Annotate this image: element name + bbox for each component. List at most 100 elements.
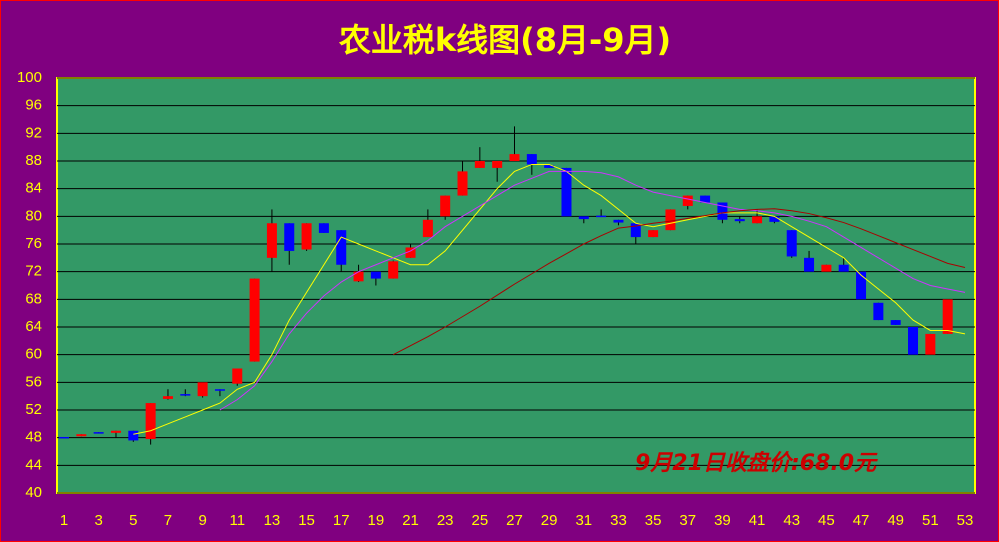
- candle-body: [578, 216, 589, 220]
- candle-body: [492, 161, 503, 168]
- candle-body: [318, 223, 329, 233]
- candle-body: [925, 333, 936, 355]
- candle-body: [700, 195, 711, 203]
- x-tick-label: 13: [264, 512, 281, 529]
- moving-average-line: [219, 170, 966, 411]
- candle-body: [353, 271, 364, 282]
- moving-average-line: [133, 163, 966, 435]
- candle-body: [873, 302, 884, 321]
- candle-body: [596, 215, 607, 218]
- candle-body: [59, 436, 69, 439]
- x-tick-label: 9: [198, 512, 206, 529]
- candle-body: [682, 195, 693, 206]
- annotation: 9月21日收盘价:68.0元: [635, 450, 878, 476]
- x-tick-label: 25: [472, 512, 489, 529]
- candle-body: [752, 216, 763, 224]
- candle-body: [214, 389, 225, 391]
- x-tick-label: 49: [887, 512, 904, 529]
- x-tick-label: 47: [853, 512, 870, 529]
- x-tick-label: 3: [94, 512, 102, 529]
- candle-body: [110, 430, 121, 433]
- candle-body: [128, 430, 139, 441]
- x-tick-label: 19: [368, 512, 385, 529]
- candle-body: [301, 223, 312, 250]
- y-tick-label: 60: [25, 346, 42, 363]
- candle-body: [838, 264, 849, 272]
- y-tick-label: 48: [25, 429, 42, 446]
- candle-body: [76, 434, 87, 437]
- y-tick-label: 76: [25, 235, 42, 252]
- candle-body: [162, 396, 173, 399]
- candle-body: [405, 247, 416, 258]
- y-tick-label: 52: [25, 401, 42, 418]
- candle-body: [561, 167, 572, 217]
- candle-body: [388, 261, 399, 279]
- x-tick-label: 15: [298, 512, 315, 529]
- x-tick-label: 5: [129, 512, 137, 529]
- candle-body: [526, 154, 537, 165]
- x-tick-label: 33: [610, 512, 627, 529]
- x-tick-label: 29: [541, 512, 558, 529]
- x-tick-label: 17: [333, 512, 350, 529]
- x-tick-label: 27: [506, 512, 523, 529]
- candle-body: [457, 171, 468, 196]
- x-tick-label: 23: [437, 512, 454, 529]
- plot-area: [56, 77, 976, 494]
- y-tick-label: 40: [25, 484, 42, 501]
- candle-body: [908, 327, 919, 355]
- candle-body: [197, 382, 208, 397]
- y-tick-label: 64: [25, 318, 42, 335]
- candle-body: [821, 264, 832, 272]
- x-tick-label: 35: [645, 512, 662, 529]
- y-tick-label: 96: [25, 97, 42, 114]
- candle-body: [284, 223, 295, 251]
- candle-body: [370, 271, 381, 279]
- candle-body: [474, 161, 485, 168]
- candle-body: [890, 320, 901, 325]
- candle-body: [665, 209, 676, 231]
- x-tick-label: 53: [957, 512, 974, 529]
- chart-title: 农业税k线图(8月-9月): [339, 21, 671, 59]
- candle-body: [266, 223, 277, 258]
- candle-body: [769, 216, 780, 222]
- candle-body: [249, 278, 260, 362]
- y-tick-label: 92: [25, 124, 42, 141]
- candle-body: [180, 394, 191, 396]
- candle-body: [613, 219, 624, 223]
- candle-body: [440, 195, 451, 217]
- candle-body: [717, 202, 728, 220]
- y-tick-label: 84: [25, 180, 42, 197]
- y-tick-label: 68: [25, 290, 42, 307]
- candle-body: [544, 165, 555, 168]
- x-tick-label: 31: [575, 512, 592, 529]
- candle-body: [804, 257, 815, 272]
- x-tick-label: 41: [749, 512, 766, 529]
- x-tick-label: 37: [679, 512, 696, 529]
- x-tick-label: 45: [818, 512, 835, 529]
- candle-body: [942, 299, 953, 334]
- candle-body: [232, 368, 243, 384]
- x-tick-label: 39: [714, 512, 731, 529]
- candle-body: [786, 230, 797, 257]
- candle-body: [422, 219, 433, 238]
- x-tick-label: 21: [402, 512, 419, 529]
- moving-average-line: [392, 208, 966, 356]
- y-tick-label: 72: [25, 263, 42, 280]
- y-tick-label: 56: [25, 373, 42, 390]
- x-tick-label: 43: [783, 512, 800, 529]
- x-tick-label: 11: [229, 512, 245, 529]
- y-tick-label: 44: [25, 456, 42, 473]
- x-tick-label: 7: [164, 512, 172, 529]
- y-tick-label: 80: [25, 207, 42, 224]
- y-tick-label: 88: [25, 152, 42, 169]
- candle-body: [630, 223, 641, 238]
- candle-body: [856, 271, 867, 300]
- candle-body: [648, 230, 659, 238]
- candle-body: [336, 230, 347, 265]
- candle-body: [509, 154, 520, 161]
- y-tick-label: 100: [17, 69, 42, 86]
- candle-body: [734, 219, 745, 222]
- candle-body: [93, 432, 104, 434]
- candle-body: [145, 403, 156, 440]
